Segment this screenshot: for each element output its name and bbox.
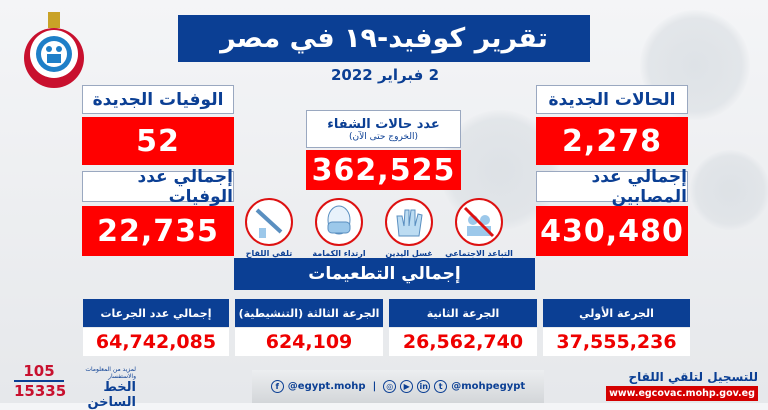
precaution-distancing: التباعد الاجتماعي [444, 198, 514, 258]
registration-block: للتسجيل لتلقي اللقاح www.egcovac.mohp.go… [606, 370, 758, 401]
no-crowd-icon [455, 198, 503, 246]
ministry-logo [18, 10, 90, 90]
second-dose-value: 26,562,740 [389, 328, 537, 356]
linkedin-icon[interactable]: in [417, 380, 431, 393]
hand-wash-icon [385, 198, 433, 246]
recovered-label-box: عدد حالات الشفاء (الخروج حتى الآن) [306, 110, 461, 148]
new-deaths-value: 52 [82, 117, 234, 165]
booster-dose-value: 624,109 [235, 328, 383, 356]
hotline-info: لمزيد من المعلومات والاستفسار الخط الساخ… [66, 366, 136, 410]
booster-dose-label: الجرعة الثالثة (التنشيطية) [235, 299, 383, 327]
new-cases-label: الحالات الجديدة [536, 85, 688, 114]
total-cases-label: إجمالي عدد المصابين [536, 167, 688, 207]
first-dose-label: الجرعة الأولي [543, 299, 690, 327]
new-deaths-label: الوفيات الجديدة [82, 85, 234, 114]
page-title: تقرير كوفيد-١٩ في مصر [178, 15, 590, 62]
total-deaths-label: إجمالي عدد الوفيات [82, 167, 234, 207]
youtube-icon[interactable]: ▶ [400, 380, 414, 393]
hotline-number-2: 15335 [14, 382, 67, 400]
recovered-sublabel: (الخروج حتى الآن) [349, 131, 418, 142]
total-cases-value: 430,480 [536, 206, 688, 256]
face-mask-icon [315, 198, 363, 246]
facebook-handle[interactable]: @egypt.mohp [287, 381, 366, 392]
precaution-vaccine: تلقي اللقاح [234, 198, 304, 258]
registration-label: للتسجيل لتلقي اللقاح [628, 370, 758, 384]
social-bar: f @egypt.mohp | ◎ ▶ in t @mohpegypt [252, 370, 544, 403]
second-dose-label: الجرعة الثانية [389, 299, 537, 327]
facebook-icon[interactable]: f [270, 380, 284, 393]
twitter-icon[interactable]: t [434, 380, 448, 393]
hotline-caption: لمزيد من المعلومات والاستفسار [85, 366, 136, 380]
hotline-number-1: 105 [14, 362, 64, 382]
report-date: 2 فبراير 2022 [330, 66, 439, 84]
instagram-icon[interactable]: ◎ [383, 380, 397, 393]
precaution-mask: ارتداء الكمامة [304, 198, 374, 258]
recovered-value: 362,525 [306, 150, 461, 190]
new-cases-value: 2,278 [536, 117, 688, 165]
virus-decoration [690, 150, 768, 230]
vaccine-syringe-icon [245, 198, 293, 246]
total-doses-value: 64,742,085 [83, 328, 229, 356]
hotline-numbers: 105 15335 [14, 362, 67, 400]
precautions-row: التباعد الاجتماعي غسل اليدين ارتداء الكم… [245, 198, 514, 258]
first-dose-value: 37,555,236 [543, 328, 690, 356]
hotline-label: الخط الساخن [87, 380, 136, 410]
recovered-label: عدد حالات الشفاء [327, 116, 440, 132]
social-handle[interactable]: @mohpegypt [451, 381, 526, 392]
registration-url[interactable]: www.egcovac.mohp.gov.eg [606, 386, 758, 401]
vaccinations-title: إجمالي التطعيمات [234, 258, 535, 290]
total-deaths-value: 22,735 [82, 206, 234, 256]
precaution-handwash: غسل اليدين [374, 198, 444, 258]
total-doses-label: إجمالي عدد الجرعات [83, 299, 229, 327]
